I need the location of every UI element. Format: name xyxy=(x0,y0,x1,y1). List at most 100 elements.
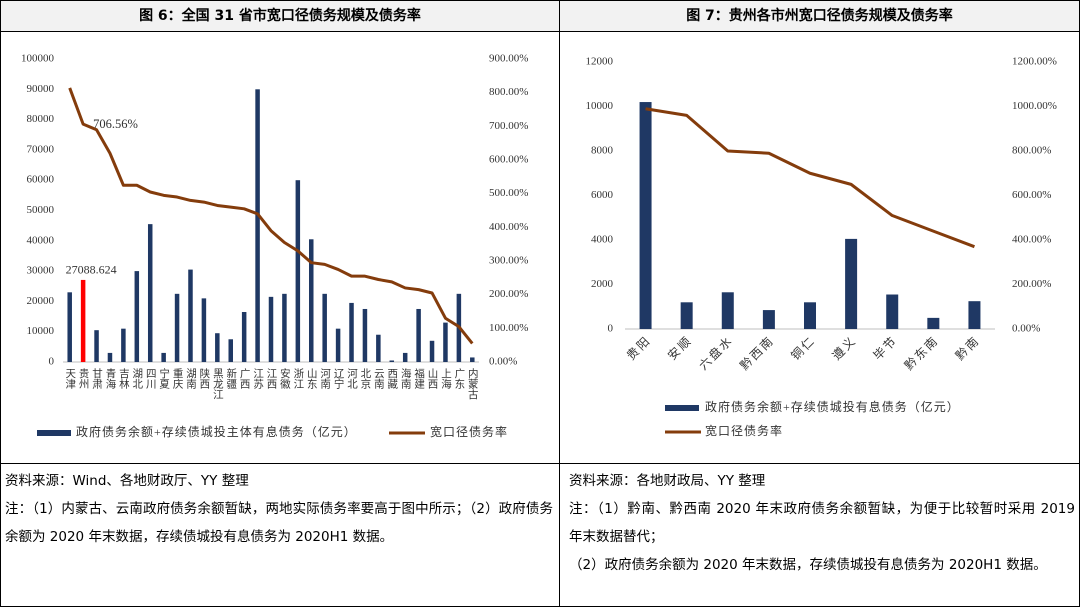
x-tick-label: 遵义 xyxy=(829,332,859,362)
x-tick-label: 江苏 xyxy=(252,368,263,390)
x-tick-label: 吉林 xyxy=(118,368,129,390)
bar xyxy=(121,328,126,362)
x-tick-label: 黔南 xyxy=(952,332,982,362)
y-tick-label: 100000 xyxy=(21,53,55,65)
x-tick-label: 青海 xyxy=(104,367,115,390)
bar xyxy=(241,312,247,362)
x-tick-label: 六盘水 xyxy=(696,332,736,372)
x-tick-label: 宁夏 xyxy=(158,367,169,389)
bar xyxy=(680,302,693,329)
bar xyxy=(968,301,981,329)
x-tick-label: 广西 xyxy=(239,368,250,389)
bar xyxy=(721,292,734,329)
x-tick-label: 重庆 xyxy=(172,367,183,390)
bar xyxy=(416,308,421,362)
legend-label: 政府债务余额+存续债城投主体有息债务（亿元） xyxy=(76,424,357,439)
bar xyxy=(268,296,274,362)
y2-tick-label: 900.00% xyxy=(489,53,528,65)
y-tick-label: 0 xyxy=(608,323,614,335)
x-tick-label: 黔东南 xyxy=(901,332,941,372)
legend-swatch xyxy=(665,405,699,411)
y2-tick-label: 800.00% xyxy=(489,86,528,98)
y-tick-label: 0 xyxy=(49,356,55,368)
bar xyxy=(443,322,448,362)
y-tick-label: 40000 xyxy=(27,234,55,246)
x-tick-label: 湖北 xyxy=(131,368,142,389)
y2-tick-label: 200.00% xyxy=(489,288,528,300)
y2-tick-label: 0.00% xyxy=(1012,323,1040,335)
bar xyxy=(309,239,314,362)
note: 注：（1）黔南、黔西南 2020 年末政府债务余额暂缺，为便于比较暂时采用 20… xyxy=(569,501,1075,545)
data-label: 27088.624 xyxy=(66,263,117,277)
bar xyxy=(215,333,220,362)
y-tick-label: 4000 xyxy=(591,234,614,246)
x-tick-label: 黔西南 xyxy=(737,332,777,372)
bar xyxy=(295,180,301,362)
x-tick-label: 陕西 xyxy=(198,367,209,389)
x-tick-label: 广东 xyxy=(453,368,464,389)
x-tick-label: 甘肃 xyxy=(91,367,102,390)
bar xyxy=(80,279,86,362)
x-tick-label: 毕节 xyxy=(871,333,901,363)
bar xyxy=(389,360,395,362)
x-tick-label: 四川 xyxy=(145,368,156,389)
y-tick-label: 10000 xyxy=(27,325,55,337)
y-tick-label: 60000 xyxy=(27,174,55,186)
source: 资料来源：Wind、各地财政厅、YY 整理 xyxy=(5,473,249,489)
chart: 0 2000 4000 6000 8000 10000 12000 0.00% 200.00% 4… xyxy=(586,56,1057,438)
x-tick-label: 山西 xyxy=(427,368,438,389)
y2-tick-label: 800.00% xyxy=(1012,145,1051,157)
bar xyxy=(94,330,99,362)
x-tick-label: 河南 xyxy=(319,368,330,389)
bar xyxy=(402,352,408,362)
x-tick-label: 江西 xyxy=(266,368,277,389)
y-tick-label: 10000 xyxy=(586,100,614,112)
bar xyxy=(282,293,287,362)
y-tick-label: 80000 xyxy=(27,113,55,125)
y-tick-label: 30000 xyxy=(27,265,55,277)
bar xyxy=(134,271,140,362)
y-tick-label: 70000 xyxy=(27,143,55,155)
source: 资料来源：各地财政局、YY 整理 xyxy=(569,473,766,489)
chart-title: 图 6：全国 31 省市宽口径债务规模及债务率 xyxy=(1,1,559,32)
y2-tick-label: 1000.00% xyxy=(1012,100,1057,112)
y2-tick-label: 500.00% xyxy=(489,187,528,199)
y-tick-label: 8000 xyxy=(591,145,614,157)
x-tick-label: 山东 xyxy=(306,368,317,389)
divider xyxy=(559,1,560,606)
bar xyxy=(255,89,260,363)
x-tick-label: 铜仁 xyxy=(788,332,818,362)
chart-title: 图 7：贵州各市州宽口径债务规模及债务率 xyxy=(560,1,1079,32)
bar xyxy=(927,317,940,329)
y-tick-label: 20000 xyxy=(27,295,55,307)
y2-tick-label: 700.00% xyxy=(489,120,528,132)
notes: 资料来源：Wind、各地财政厅、YY 整理 注：（1）内蒙古、云南政府债务余额暂… xyxy=(5,467,553,551)
x-tick-label: 北京 xyxy=(359,368,370,390)
y2-tick-label: 600.00% xyxy=(1012,189,1051,201)
x-tick-label: 浙江 xyxy=(292,368,303,389)
line xyxy=(645,107,975,249)
legend-label: 政府债务余额+存续债城投有息债务（亿元） xyxy=(705,399,960,414)
x-tick-label: 黑龙江 xyxy=(212,368,223,400)
x-tick-label: 福建 xyxy=(413,367,424,390)
bar xyxy=(429,340,435,362)
bar xyxy=(376,334,381,362)
x-tick-label: 上海 xyxy=(440,368,451,390)
y2-tick-label: 1200.00% xyxy=(1012,56,1057,68)
y2-tick-label: 400.00% xyxy=(489,221,528,233)
bar xyxy=(188,269,193,362)
y2-tick-label: 100.00% xyxy=(489,322,528,334)
x-tick-label: 贵阳 xyxy=(624,333,654,363)
x-tick-label: 贵州 xyxy=(78,367,89,389)
bar xyxy=(335,328,341,362)
legend-label: 宽口径债务率 xyxy=(705,423,783,438)
chart: 0 10000 20000 30000 40000 50000 60000 70000 8000… xyxy=(21,53,528,439)
legend-label: 宽口径债务率 xyxy=(430,424,508,439)
y2-tick-label: 400.00% xyxy=(1012,234,1051,246)
notes: 资料来源：各地财政局、YY 整理 注：（1）黔南、黔西南 2020 年末政府债务… xyxy=(569,467,1075,579)
x-tick-label: 安徽 xyxy=(279,367,290,390)
y-tick-label: 6000 xyxy=(591,189,614,201)
bar xyxy=(67,292,72,362)
bar xyxy=(174,293,180,362)
